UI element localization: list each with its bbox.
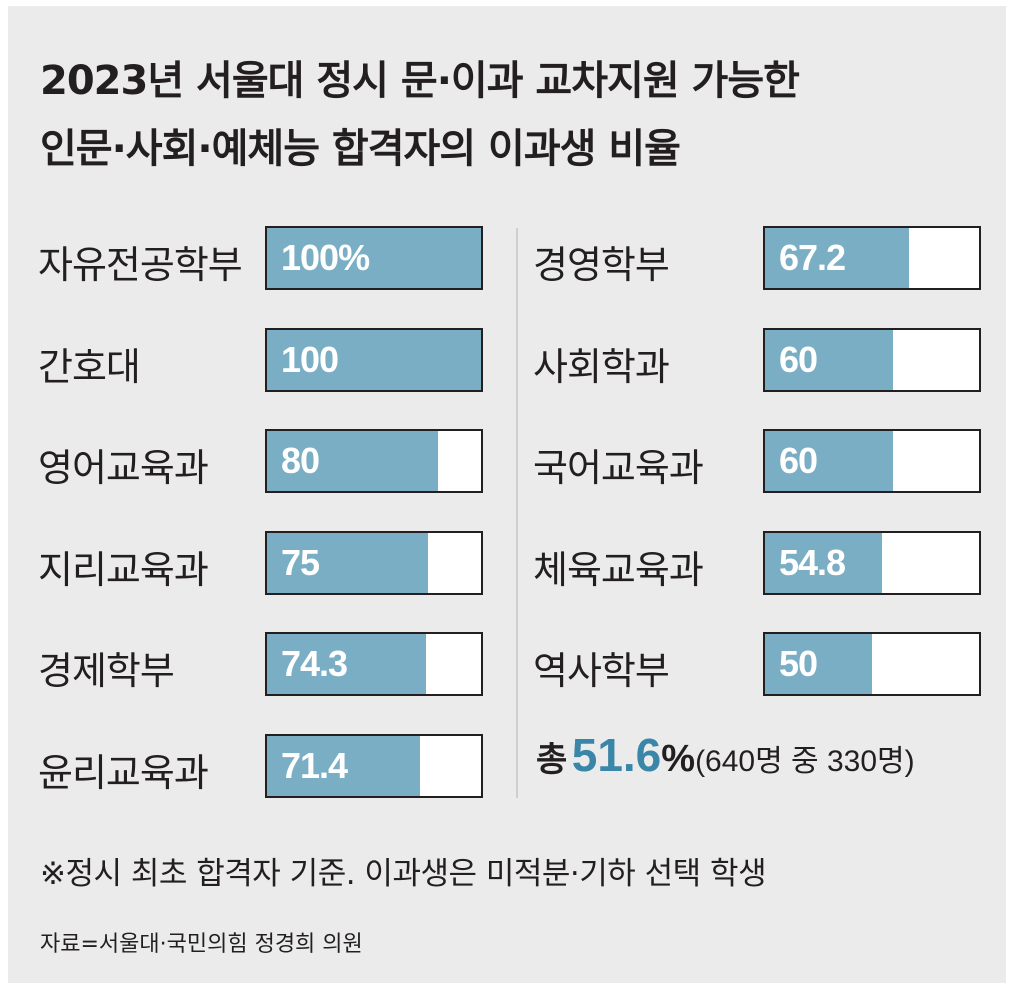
bar-fill xyxy=(765,329,894,390)
category-label: 윤리교육과 xyxy=(38,750,209,795)
bar-track: 80 xyxy=(265,429,483,493)
total-value: 51.6 xyxy=(571,729,662,781)
bar-value-label: 67.2 xyxy=(779,237,846,278)
bar-value-label: 75 xyxy=(281,541,320,583)
category-label: 영어교육과 xyxy=(38,446,209,490)
bar-fill xyxy=(765,634,872,694)
bar-value-label: 50 xyxy=(779,643,818,684)
source-credit: 자료=서울대·국민의힘 정경희 의원 xyxy=(40,932,363,957)
bar-track: 71.4 xyxy=(265,733,483,798)
bar-value-label: 71.4 xyxy=(281,744,348,786)
category-label: 지리교육과 xyxy=(38,547,209,592)
total-summary: 총 51.6%(640명 중 330명) xyxy=(536,728,915,782)
chart-title: 2023년 서울대 정시 문·이과 교차지원 가능한 xyxy=(40,58,800,104)
category-label: 경제학부 xyxy=(38,649,175,693)
category-label: 체육교육과 xyxy=(533,547,704,592)
bar-value-label: 54.8 xyxy=(779,541,846,583)
chart-card: 2023년 서울대 정시 문·이과 교차지원 가능한 인문·사회·예체능 합격자… xyxy=(8,6,1006,983)
column-divider xyxy=(516,228,518,798)
bar-track: 100 xyxy=(265,327,483,392)
bar-track: 50 xyxy=(763,632,981,696)
category-label: 역사학부 xyxy=(533,649,670,693)
bar-value-label: 60 xyxy=(779,440,818,481)
bar-fill xyxy=(267,532,428,593)
chart-subtitle: 인문·사회·예체능 합격자의 이과생 비율 xyxy=(40,126,681,172)
category-label: 간호대 xyxy=(38,344,141,389)
bar-fill xyxy=(765,431,894,491)
bar-track: 100% xyxy=(265,226,483,290)
total-unit: % xyxy=(661,738,696,780)
category-label: 경영학부 xyxy=(533,243,670,287)
total-detail: (640명 중 330명) xyxy=(695,745,915,778)
bar-fill xyxy=(765,228,909,288)
bar-value-label: 60 xyxy=(779,338,818,380)
bar-fill xyxy=(765,532,883,593)
footnote: ※정시 최초 합격자 기준. 이과생은 미적분·기하 선택 학생 xyxy=(40,856,767,892)
bar-value-label: 100 xyxy=(281,338,339,380)
bar-value-label: 80 xyxy=(281,440,320,481)
bar-track: 54.8 xyxy=(763,530,981,595)
bar-track: 75 xyxy=(265,530,483,595)
bar-fill xyxy=(267,228,481,288)
category-label: 국어교육과 xyxy=(533,446,704,490)
bar-track: 60 xyxy=(763,327,981,392)
total-prefix: 총 xyxy=(536,741,568,779)
bar-value-label: 74.3 xyxy=(281,643,348,684)
bar-track: 74.3 xyxy=(265,632,483,696)
bar-value-label: 100% xyxy=(281,237,370,278)
bar-fill xyxy=(267,735,420,796)
bar-fill xyxy=(267,329,481,390)
bar-fill xyxy=(267,634,426,694)
bar-fill xyxy=(267,431,439,491)
bar-track: 67.2 xyxy=(763,226,981,290)
bar-track: 60 xyxy=(763,429,981,493)
category-label: 사회학과 xyxy=(533,344,670,389)
category-label: 자유전공학부 xyxy=(38,243,243,287)
